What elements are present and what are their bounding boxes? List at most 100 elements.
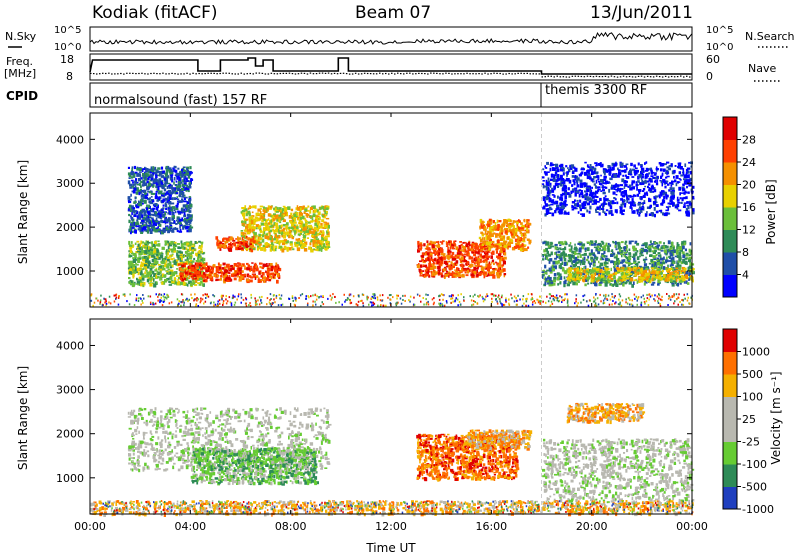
echo-cell bbox=[149, 283, 153, 287]
echo-cell bbox=[570, 254, 574, 258]
echo-cell bbox=[254, 243, 258, 246]
echo-cell bbox=[226, 264, 230, 268]
echo-cell bbox=[686, 282, 690, 285]
echo-cell bbox=[666, 256, 668, 260]
echo-cell bbox=[274, 229, 278, 233]
echo-cell bbox=[461, 273, 464, 277]
echo-cell bbox=[230, 245, 233, 249]
echo-cell bbox=[547, 279, 551, 283]
echo-cell bbox=[271, 246, 273, 250]
echo-cell bbox=[325, 213, 328, 217]
echo-cell bbox=[225, 272, 228, 275]
echo-cell bbox=[653, 264, 656, 268]
echo-cell bbox=[199, 274, 203, 277]
echo-cell bbox=[603, 245, 607, 249]
nave-dot bbox=[288, 72, 291, 74]
echo-cell bbox=[198, 263, 201, 266]
echo-cell bbox=[237, 265, 240, 269]
echo-cell bbox=[259, 208, 262, 210]
echo-cell bbox=[171, 281, 175, 284]
echo-cell bbox=[176, 202, 179, 205]
echo-cell bbox=[290, 220, 293, 224]
echo-cell bbox=[154, 252, 156, 256]
echo-cell bbox=[676, 282, 680, 287]
echo-cell bbox=[166, 253, 168, 258]
echo-cell bbox=[639, 251, 642, 254]
echo-cell bbox=[501, 268, 504, 273]
echo-cell bbox=[626, 250, 628, 253]
echo-cell bbox=[304, 228, 308, 232]
echo-cell bbox=[437, 261, 441, 265]
echo-cell bbox=[209, 276, 214, 281]
echo-cell bbox=[138, 173, 141, 176]
echo-cell bbox=[242, 232, 245, 236]
echo-cell bbox=[164, 216, 167, 219]
echo-cell bbox=[153, 223, 157, 226]
echo-cell bbox=[144, 192, 147, 195]
echo-cell bbox=[163, 178, 166, 181]
echo-cell bbox=[316, 224, 318, 228]
echo-cell bbox=[319, 231, 321, 235]
echo-cell bbox=[142, 202, 144, 205]
echo-cell bbox=[481, 250, 485, 253]
echo-cell bbox=[128, 250, 130, 253]
echo-cell bbox=[149, 267, 153, 271]
echo-cell bbox=[188, 249, 192, 252]
echo-cell bbox=[562, 267, 565, 269]
echo-cell bbox=[604, 282, 608, 287]
echo-cell bbox=[308, 229, 312, 233]
echo-cell bbox=[514, 229, 519, 232]
echo-cell bbox=[460, 256, 463, 261]
echo-cell bbox=[160, 260, 163, 264]
echo-cell bbox=[162, 176, 166, 179]
echo-cell bbox=[665, 253, 668, 256]
echo-cell bbox=[262, 276, 266, 280]
echo-cell bbox=[655, 254, 658, 257]
echo-cell bbox=[575, 263, 577, 267]
echo-cell bbox=[133, 225, 135, 229]
echo-cell bbox=[167, 228, 171, 230]
echo-cell bbox=[490, 261, 493, 264]
echo-cell bbox=[607, 248, 610, 253]
echo-cell bbox=[224, 269, 228, 273]
echo-cell bbox=[138, 182, 142, 186]
echo-cell bbox=[286, 231, 290, 236]
echo-cell bbox=[176, 185, 180, 189]
echo-cell bbox=[187, 187, 190, 191]
echo-cell bbox=[584, 278, 588, 282]
echo-cell bbox=[161, 200, 164, 203]
echo-cell bbox=[593, 275, 595, 279]
echo-cell bbox=[625, 244, 628, 249]
echo-cell bbox=[658, 278, 661, 281]
echo-cell bbox=[151, 242, 153, 246]
echo-cell bbox=[544, 264, 547, 269]
echo-cell bbox=[303, 226, 306, 230]
echo-cell bbox=[496, 245, 499, 250]
echo-cell bbox=[186, 242, 190, 247]
echo-cell bbox=[528, 222, 531, 225]
echo-cell bbox=[181, 278, 184, 282]
echo-cell bbox=[594, 257, 597, 260]
echo-cell bbox=[215, 278, 219, 281]
echo-cell bbox=[603, 249, 606, 254]
echo-cell bbox=[247, 273, 250, 278]
echo-cell bbox=[578, 248, 582, 253]
echo-cell bbox=[160, 217, 163, 220]
echo-cell bbox=[240, 247, 244, 250]
echo-cell bbox=[244, 220, 247, 224]
echo-cell bbox=[164, 262, 167, 267]
echo-cell bbox=[482, 245, 485, 248]
echo-cell bbox=[579, 277, 583, 279]
echo-cell bbox=[162, 204, 165, 207]
echo-cell bbox=[653, 257, 657, 261]
echo-cell bbox=[554, 243, 558, 246]
nave-dot bbox=[315, 73, 318, 75]
echo-cell bbox=[442, 256, 444, 260]
echo-cell bbox=[290, 234, 293, 238]
echo-cell bbox=[301, 206, 305, 210]
echo-cell bbox=[263, 279, 266, 283]
echo-cell bbox=[644, 245, 647, 248]
echo-cell bbox=[600, 240, 604, 243]
echo-cell bbox=[489, 243, 493, 246]
nave-dot bbox=[189, 73, 191, 75]
